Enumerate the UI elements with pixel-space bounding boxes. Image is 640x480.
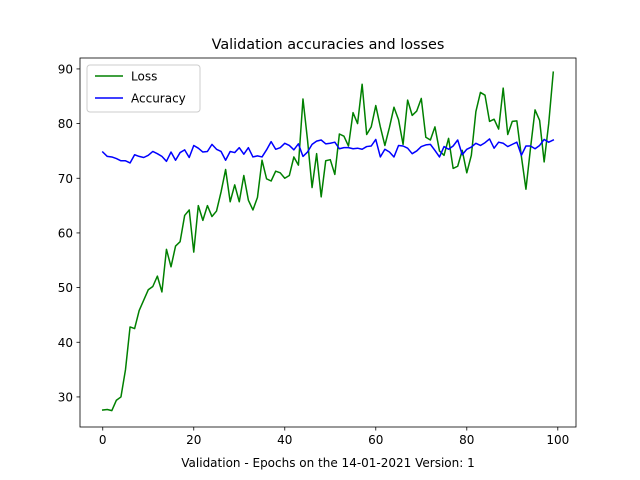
legend-label-accuracy: Accuracy <box>131 92 186 106</box>
y-tick-label: 30 <box>58 390 73 404</box>
series-line-loss <box>101 71 555 412</box>
x-tick-label: 80 <box>459 433 474 447</box>
axes-layer: 0 20 40 60 80 100 30 40 50 60 70 80 90 <box>58 57 577 447</box>
legend: Loss Accuracy <box>86 64 201 113</box>
legend-label-loss: Loss <box>131 70 157 84</box>
chart-title: Validation accuracies and losses <box>212 37 445 53</box>
axes-frame <box>79 57 577 428</box>
series-line-accuracy <box>101 138 555 164</box>
x-axis-label: Validation - Epochs on the 14-01-2021 Ve… <box>181 456 474 470</box>
y-tick-label: 60 <box>58 226 73 240</box>
x-tick-label: 60 <box>368 433 383 447</box>
x-tick-label: 40 <box>277 433 292 447</box>
y-tick-label: 90 <box>58 62 73 76</box>
x-tick-label: 0 <box>99 433 107 447</box>
x-tick-label: 20 <box>186 433 201 447</box>
y-tick-label: 70 <box>58 172 73 186</box>
x-tick-label: 100 <box>546 433 569 447</box>
y-tick-label: 80 <box>58 117 73 131</box>
series-layer <box>101 71 555 412</box>
y-tick-label: 40 <box>58 336 73 350</box>
y-tick-label: 50 <box>58 281 73 295</box>
